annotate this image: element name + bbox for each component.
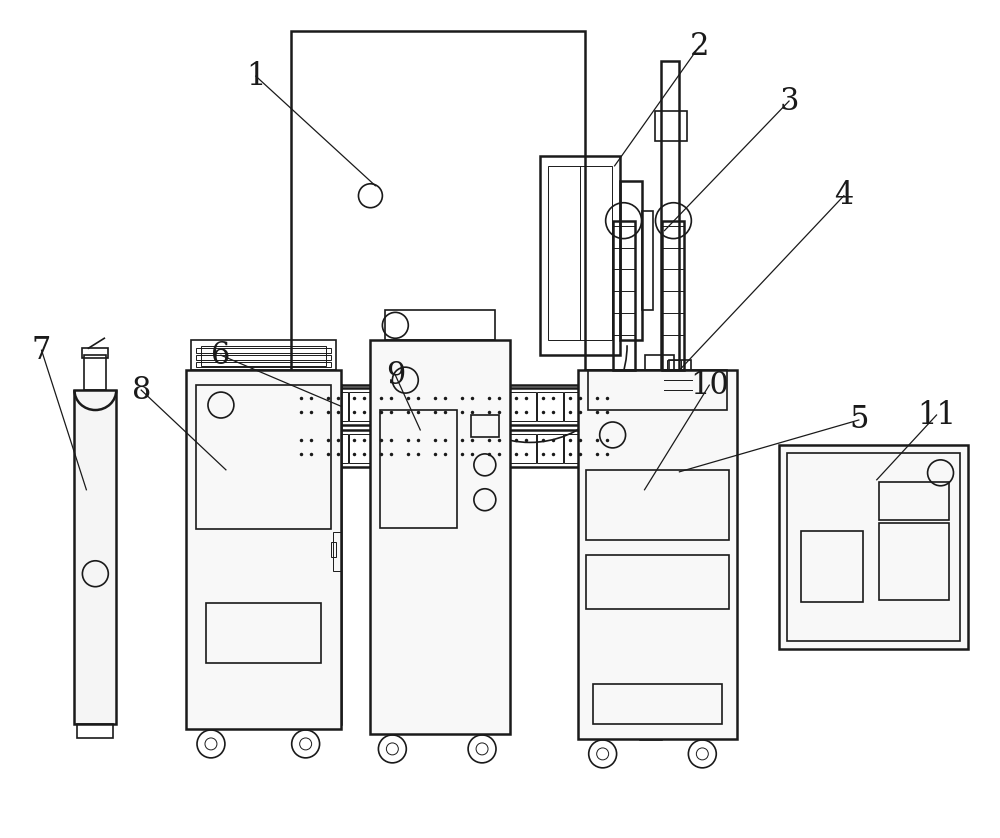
Text: 10: 10: [690, 370, 729, 401]
Bar: [655, 395, 695, 413]
Bar: [655, 111, 687, 141]
Bar: [471, 415, 499, 437]
Bar: [291, 31, 585, 385]
Bar: [206, 603, 321, 663]
Bar: [375, 392, 401, 421]
Bar: [196, 355, 331, 360]
Bar: [322, 392, 348, 421]
Bar: [201, 346, 326, 366]
Bar: [77, 724, 113, 738]
Bar: [196, 385, 331, 529]
Bar: [801, 530, 863, 603]
Bar: [669, 360, 691, 400]
Bar: [548, 166, 612, 340]
Bar: [82, 349, 108, 358]
Bar: [331, 542, 336, 557]
Text: 9: 9: [386, 360, 405, 391]
Bar: [319, 385, 341, 724]
Bar: [291, 388, 645, 425]
Bar: [564, 392, 590, 421]
Bar: [585, 370, 679, 395]
Bar: [429, 392, 455, 421]
Bar: [370, 340, 510, 734]
Bar: [879, 482, 949, 520]
Bar: [186, 370, 341, 729]
Bar: [402, 392, 428, 421]
Bar: [510, 392, 536, 421]
Bar: [510, 434, 536, 463]
Text: 5: 5: [849, 405, 869, 436]
Bar: [586, 555, 729, 609]
Text: 1: 1: [246, 60, 266, 91]
Bar: [661, 61, 679, 380]
Bar: [349, 392, 374, 421]
Bar: [879, 523, 949, 600]
Text: 4: 4: [834, 180, 853, 211]
Bar: [191, 340, 336, 370]
Bar: [779, 445, 968, 649]
Text: 2: 2: [690, 31, 709, 62]
Bar: [537, 392, 563, 421]
Bar: [295, 392, 321, 421]
Bar: [564, 434, 590, 463]
Bar: [385, 310, 495, 340]
Bar: [540, 156, 620, 355]
Bar: [578, 370, 737, 739]
Bar: [613, 220, 635, 370]
Bar: [456, 392, 482, 421]
Bar: [588, 370, 727, 410]
Bar: [291, 430, 645, 467]
Bar: [620, 181, 642, 340]
Bar: [591, 434, 617, 463]
Bar: [636, 530, 644, 584]
Text: 3: 3: [779, 85, 799, 116]
Text: 11: 11: [917, 400, 956, 431]
Bar: [642, 210, 653, 310]
Bar: [640, 465, 689, 478]
Text: 8: 8: [132, 375, 151, 406]
Bar: [196, 362, 331, 367]
Bar: [787, 453, 960, 641]
Bar: [74, 391, 116, 724]
Bar: [429, 434, 455, 463]
Bar: [483, 392, 509, 421]
Bar: [84, 355, 106, 391]
Text: 7: 7: [32, 334, 51, 365]
Bar: [402, 434, 428, 463]
Bar: [537, 434, 563, 463]
Bar: [196, 349, 331, 354]
Bar: [456, 434, 482, 463]
Bar: [375, 434, 401, 463]
Bar: [667, 360, 681, 372]
Bar: [645, 355, 674, 410]
Bar: [586, 470, 729, 540]
Bar: [591, 392, 617, 421]
Bar: [593, 684, 722, 724]
Bar: [662, 220, 684, 370]
Bar: [349, 434, 374, 463]
Bar: [380, 410, 457, 528]
Bar: [322, 434, 348, 463]
Bar: [483, 434, 509, 463]
Bar: [295, 434, 321, 463]
Bar: [333, 531, 341, 572]
Text: 6: 6: [211, 339, 231, 370]
Bar: [640, 470, 661, 739]
